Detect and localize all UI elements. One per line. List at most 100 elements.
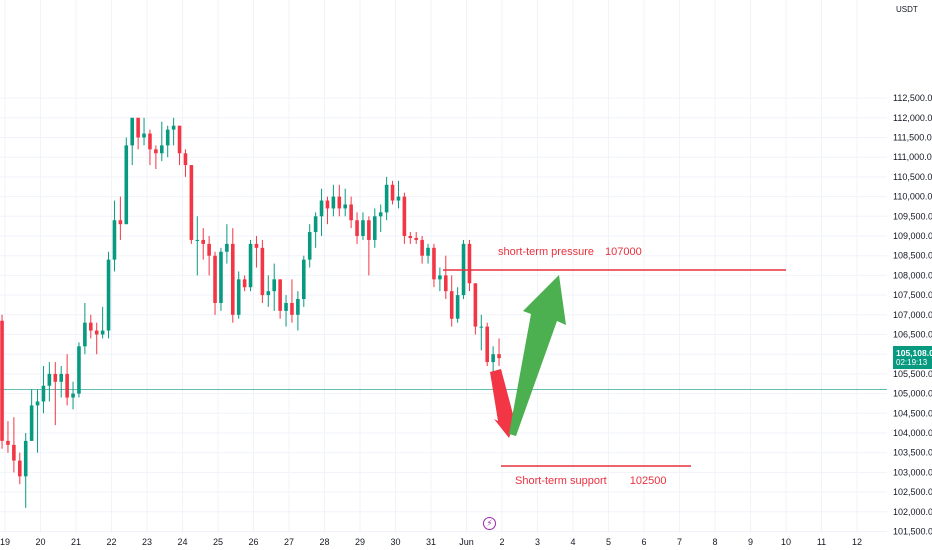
candle [59,366,64,398]
candle-body [414,237,419,240]
candle-body [195,239,200,241]
candle-body [219,251,223,303]
candle [443,255,448,300]
candle [390,180,395,205]
candle-body [189,165,194,240]
candle-body [53,373,58,382]
candle [41,366,46,414]
support-value: 102500 [629,475,667,487]
candle-body [118,220,123,225]
candle-body [213,255,217,303]
candle-body [0,320,4,441]
candle [124,137,129,225]
time-tick-label: 10 [781,537,791,547]
time-tick-label: 4 [570,537,575,547]
candle-body [23,440,28,477]
candle [438,267,442,292]
candle [420,236,424,264]
candle-body [35,401,40,406]
time-tick-label: 11 [817,537,826,547]
price-tick-label: 111,500.00 [893,133,932,143]
candle [313,212,318,248]
candle-body [260,247,265,296]
candle-body [420,239,424,256]
candle-body [159,145,164,154]
candle-body [225,243,229,252]
candle [29,389,34,441]
candle-body [47,373,52,386]
candle-body [165,129,170,146]
time-tick-label: 25 [213,537,223,547]
pressure-annotation: short-term pressure 107000 [498,246,642,258]
candle [177,125,182,166]
candle-body [290,302,294,315]
candle-body [142,133,146,138]
lightning-bolt-icon[interactable]: ⚡ [483,517,496,530]
candle-body [106,259,111,331]
price-tick-label: 106,500.00 [893,330,932,340]
candle-body [408,236,413,238]
candle [106,251,111,339]
candle [112,200,117,272]
candle [467,239,472,292]
price-tick-label: 107,500.00 [893,290,932,300]
candle [83,302,87,355]
candle [414,232,419,244]
candle-body [124,145,129,225]
candle-body [325,200,330,209]
time-tick-label: 5 [606,537,611,547]
candle [136,117,140,150]
pressure-value: 107000 [605,246,642,258]
candle [272,263,277,311]
candle [301,255,306,307]
time-tick-label: 29 [355,537,365,547]
time-tick-label: 21 [71,537,81,547]
candle [17,452,22,485]
price-tick-label: 108,500.00 [893,251,932,261]
candle [396,180,401,209]
time-axis[interactable]: 19 20 21 22 23 24 25 26 27 28 29 30 31 Jun 2 3 4 5 6 7 8 9 10 1… [0,537,862,547]
candle-body [148,133,152,150]
time-tick-label: 7 [677,537,682,547]
candle-body [177,125,182,154]
time-tick-label: 23 [142,537,152,547]
candle [432,243,436,288]
candle [296,291,300,331]
candle-body [88,322,93,331]
candle-body [438,275,442,280]
candle [349,196,353,229]
currency-label: USDT [896,5,918,14]
candle [6,421,10,453]
candle-body [65,373,69,398]
candle [473,283,478,335]
candle-body [449,291,454,319]
candle-body [278,279,282,311]
price-tick-label: 112,500.00 [893,93,932,103]
candle-body [154,149,158,154]
candle-body [266,291,271,296]
candle-body [443,275,448,292]
candle-countdown: 02:19:13 [896,358,928,367]
time-tick-label: 9 [748,537,753,547]
candle [207,236,211,276]
candle-body [71,393,75,398]
candle [485,322,490,367]
price-tick-label: 101,500.00 [893,527,932,537]
candle-body [236,279,241,315]
candle-body [136,117,140,138]
time-tick-label: 31 [426,537,436,547]
candle [35,389,40,453]
candle [355,212,359,244]
time-tick-label: 19 [0,537,10,547]
candle-body [12,444,16,461]
candle-body [248,243,253,288]
price-tick-label: 104,000.00 [893,428,932,438]
pressure-label: short-term pressure [498,246,594,258]
candle [53,362,58,426]
candle-body [455,295,460,319]
candle [0,314,4,449]
candle [171,117,176,146]
price-tick-label: 103,000.00 [893,467,932,477]
price-axis[interactable]: 101,500.00 102,000.00 102,500.00 103,000.00… [893,93,932,536]
